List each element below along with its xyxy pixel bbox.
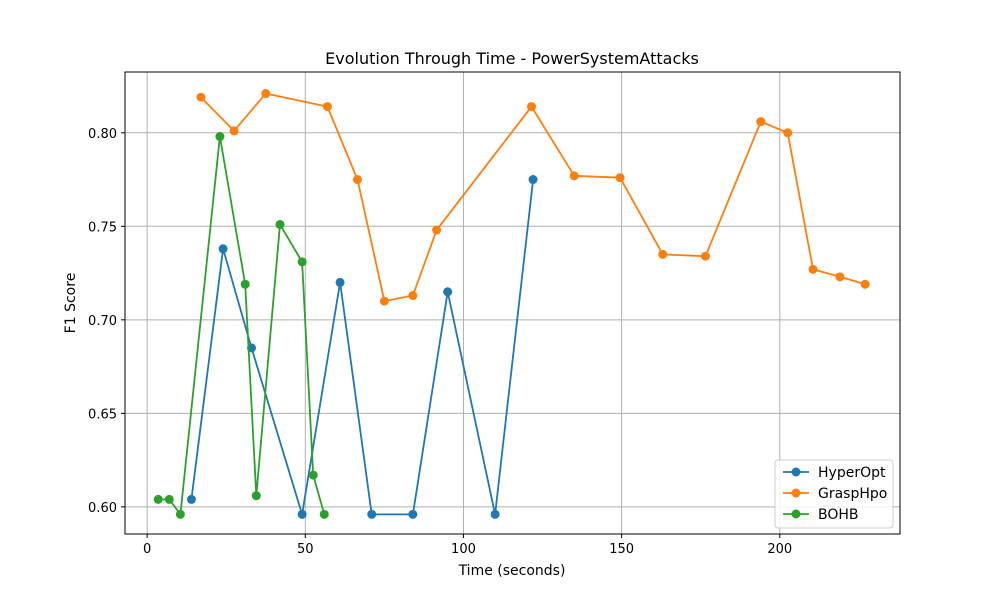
bohb-point [275,219,285,229]
hyperopt-point [443,287,453,297]
x-tick-label: 0 [143,542,151,557]
grasphpo-point [808,264,818,274]
bohb-point [319,509,329,519]
series-layer [153,89,870,519]
series-grasphpo [196,89,870,306]
grasphpo-point [658,249,668,259]
grasphpo-point [229,126,239,136]
series-hyperopt [186,175,538,519]
grasphpo-point [700,251,710,261]
legend-item-bohb: BOHB [783,507,859,523]
legend-label: GraspHpo [818,486,887,502]
hyperopt-point [367,509,377,519]
grasphpo-point [860,279,870,289]
y-tick-label: 0.80 [88,127,117,142]
grasphpo-point [783,128,793,138]
hyperopt-point [490,509,500,519]
y-tick-label: 0.70 [88,314,117,329]
hyperopt-point [218,244,228,254]
legend-swatch-marker [791,509,801,519]
x-tick-label: 150 [609,542,634,557]
bohb-point [297,257,307,267]
legend-label: BOHB [818,507,859,523]
grasphpo-point [353,175,362,185]
grasphpo-point [615,173,625,183]
bohb-point [215,132,225,142]
grasphpo-point [261,89,271,99]
legend-item-hyperopt: HyperOpt [783,465,886,481]
y-tick-label: 0.60 [88,501,117,516]
x-axis-ticks: 0 50 100 150 200 [143,534,792,557]
hyperopt-point [335,277,345,287]
bohb-point [308,470,318,480]
bohb-point [164,494,174,504]
legend-label: HyperOpt [818,465,886,481]
x-tick-label: 200 [767,542,792,557]
y-axis-ticks: 0.60 0.65 0.70 0.75 0.80 [88,127,125,516]
grasphpo-point [196,92,206,102]
grasphpo-point [408,291,418,301]
hyperopt-point [297,509,307,519]
x-axis-label: Time (seconds) [458,563,566,579]
grasphpo-line [200,92,866,303]
hyperopt-point [528,175,538,185]
bohb-point [153,494,163,504]
y-tick-label: 0.65 [88,407,117,422]
legend-swatch-marker [791,488,801,498]
y-axis-label: F1 Score [63,273,79,334]
bohb-line [158,135,326,516]
legend: HyperOpt GraspHpo BOHB [774,459,894,529]
bohb-point [251,491,261,501]
legend-item-grasphpo: GraspHpo [783,486,887,502]
grasphpo-point [322,102,332,112]
x-tick-label: 50 [297,542,314,557]
series-bohb [153,132,329,519]
grid-lines [125,72,900,534]
legend-swatch-marker [791,467,801,477]
hyperopt-line [190,179,534,516]
y-tick-label: 0.75 [88,220,117,235]
hyperopt-point [186,494,196,504]
bohb-point [240,279,250,289]
legend-box [774,459,894,529]
grasphpo-point [569,171,579,181]
hyperopt-point [408,509,418,519]
bohb-point [175,509,185,519]
grasphpo-point [835,272,845,282]
grasphpo-point [379,296,389,306]
chart-title: Evolution Through Time - PowerSystemAtta… [325,49,699,68]
grasphpo-point [526,102,536,112]
grasphpo-point [756,117,766,127]
x-tick-label: 100 [451,542,476,557]
plot-area-frame [124,71,901,535]
grasphpo-point [432,225,442,235]
